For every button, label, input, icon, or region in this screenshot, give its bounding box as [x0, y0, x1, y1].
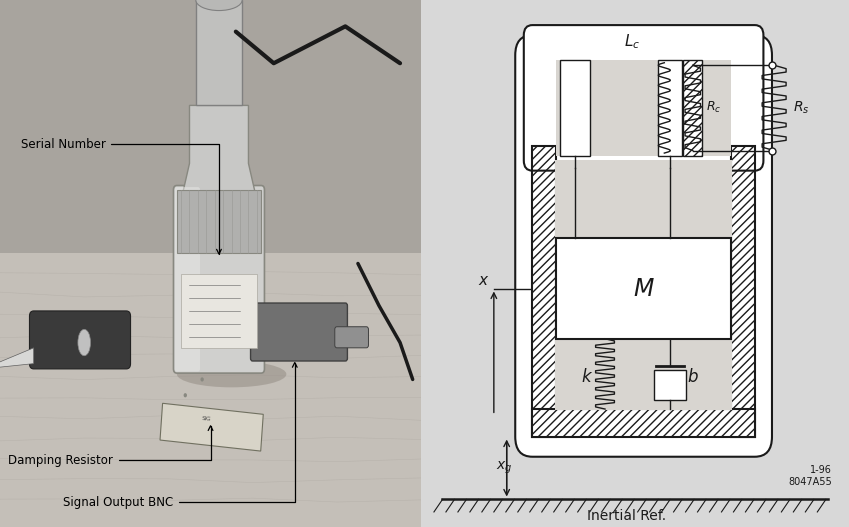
Text: $R_s$: $R_s$ [793, 100, 810, 116]
Text: b: b [687, 368, 697, 386]
Text: SIG: SIG [201, 416, 211, 422]
Text: Inertial Ref.: Inertial Ref. [587, 509, 666, 523]
Ellipse shape [177, 361, 286, 387]
Bar [555, 160, 732, 410]
Bar [196, 0, 242, 105]
Bar [532, 145, 556, 437]
Bar [683, 60, 702, 155]
Bar [731, 145, 755, 437]
Bar [654, 370, 686, 400]
Ellipse shape [200, 377, 204, 382]
FancyBboxPatch shape [250, 303, 347, 361]
FancyBboxPatch shape [515, 35, 772, 457]
Bar [0, 0, 421, 290]
Bar [177, 190, 261, 253]
Text: $x_g$: $x_g$ [497, 460, 513, 476]
Bar [560, 60, 590, 155]
FancyBboxPatch shape [30, 311, 131, 369]
FancyBboxPatch shape [175, 187, 200, 372]
Bar [556, 238, 731, 339]
Text: k: k [581, 368, 591, 386]
Bar [658, 60, 683, 155]
Text: 1-96
8047A55: 1-96 8047A55 [788, 465, 832, 487]
Text: Serial Number: Serial Number [21, 138, 222, 254]
FancyBboxPatch shape [335, 327, 368, 348]
Polygon shape [0, 348, 34, 369]
Text: M: M [633, 277, 654, 300]
Polygon shape [181, 105, 257, 200]
Bar [532, 409, 755, 437]
Ellipse shape [183, 393, 187, 397]
Bar [160, 403, 263, 451]
Text: Damping Resistor: Damping Resistor [8, 426, 213, 467]
Text: $R_c$: $R_c$ [706, 100, 721, 115]
Bar [556, 60, 731, 155]
Bar [0, 253, 421, 527]
Ellipse shape [196, 0, 242, 11]
Text: $L_c$: $L_c$ [624, 32, 641, 51]
FancyBboxPatch shape [173, 186, 264, 373]
Text: x: x [479, 272, 487, 288]
Text: Signal Output BNC: Signal Output BNC [63, 363, 297, 509]
Bar [181, 274, 257, 348]
FancyBboxPatch shape [524, 25, 763, 171]
Ellipse shape [78, 329, 91, 356]
